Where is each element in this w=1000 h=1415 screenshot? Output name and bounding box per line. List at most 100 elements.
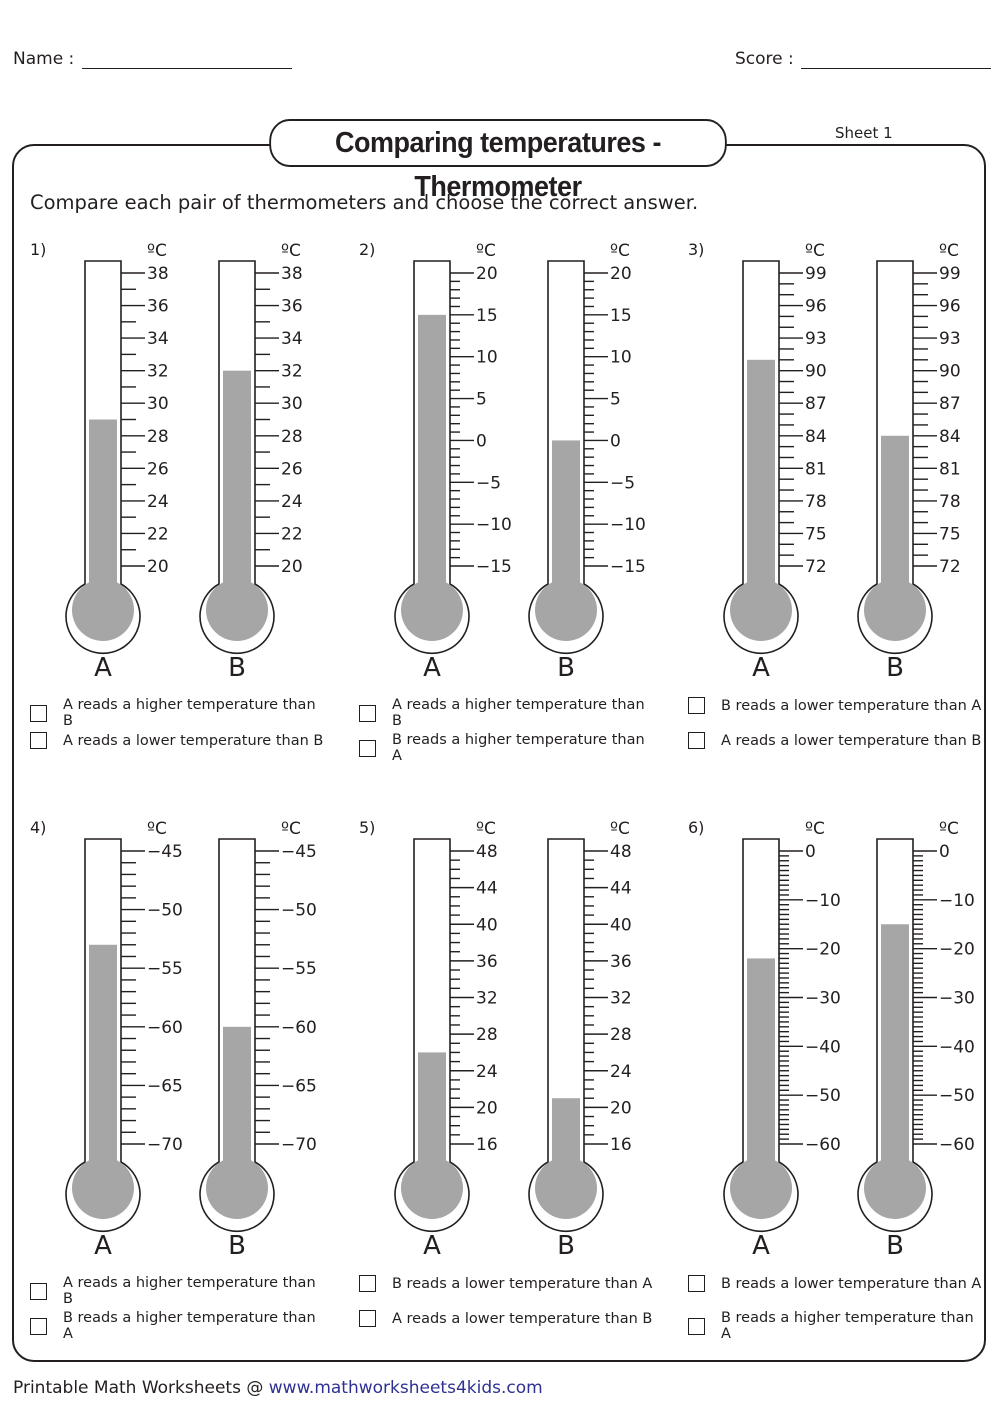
tick-label: 36 [476, 952, 498, 972]
footer-link[interactable]: www.mathworksheets4kids.com [268, 1378, 543, 1398]
problem-number: 5) [359, 818, 376, 837]
thermometer-a: ºC −70 −65 −60 −55 −50 −45 A [65, 819, 183, 1261]
name-field[interactable]: Name : [13, 46, 292, 69]
option-label: B reads a lower temperature than A [392, 1275, 653, 1292]
tick-label: 87 [939, 394, 961, 414]
mercury-column [89, 419, 117, 610]
tick-label: 81 [939, 459, 961, 479]
tick-label: 38 [281, 264, 303, 284]
tick-label: 28 [281, 427, 303, 447]
checkbox[interactable] [359, 739, 376, 757]
tick-label: 20 [147, 557, 169, 577]
tick-label: −55 [147, 959, 183, 979]
tick-label: 90 [939, 362, 961, 382]
checkbox[interactable] [688, 732, 705, 749]
tick-label: −10 [610, 515, 646, 535]
tick-label: 90 [805, 362, 827, 382]
problem-number: 3) [688, 240, 705, 259]
tick-label: 0 [805, 842, 816, 862]
tick-label: 78 [805, 492, 827, 512]
checkbox[interactable] [30, 732, 47, 749]
tick-label: 75 [939, 524, 961, 544]
checkbox[interactable] [359, 1310, 376, 1327]
thermometer-a: ºC −15 −10 −5 0 5 10 15 20 A [394, 241, 512, 683]
instructions: Compare each pair of thermometers and ch… [30, 191, 699, 214]
tick-label: 20 [610, 1098, 632, 1118]
tick-label: 44 [610, 879, 632, 899]
tick-label: 30 [281, 394, 303, 414]
tick-label: 38 [147, 264, 169, 284]
problem-number: 4) [30, 818, 47, 837]
checkbox[interactable] [30, 1282, 47, 1300]
tick-label: 48 [476, 842, 498, 862]
answer-option[interactable]: B reads a lower temperature than A [688, 1275, 981, 1292]
score-field[interactable]: Score : [735, 46, 992, 69]
score-line[interactable] [801, 46, 992, 69]
thermometer-a: ºC 20 22 24 26 28 30 32 34 36 38 A [65, 241, 169, 683]
tick-label: 5 [476, 390, 487, 410]
tick-label: 10 [610, 348, 632, 368]
tick-label: 87 [805, 394, 827, 414]
option-label: B reads a lower temperature than A [721, 697, 982, 714]
thermometer-label: A [752, 1231, 770, 1261]
checkbox[interactable] [359, 704, 376, 722]
tick-label: 22 [281, 524, 303, 544]
thermometer-pair: ºC −60 −50 −40 −30 −20 −10 0 AºC −60 −50 −40 −30 −20 −… [723, 819, 975, 1261]
answer-option[interactable]: A reads a lower temperature than B [359, 1310, 652, 1327]
answer-option[interactable]: B reads a higher temperature than A [359, 732, 659, 764]
checkbox[interactable] [688, 697, 705, 714]
mercury-column [881, 924, 909, 1188]
thermometer-label: A [752, 653, 770, 683]
unit-label: ºC [805, 819, 825, 839]
tick-label: 32 [147, 362, 169, 382]
thermometer-label: B [228, 653, 246, 683]
tick-label: 84 [939, 427, 961, 447]
tick-label: 20 [476, 1098, 498, 1118]
thermometer-label: A [423, 1231, 441, 1261]
answer-option[interactable]: A reads a higher temperature than B [359, 697, 659, 729]
checkbox[interactable] [30, 704, 47, 722]
answer-option[interactable]: A reads a higher temperature than B [30, 697, 330, 729]
tick-label: 28 [147, 427, 169, 447]
unit-label: ºC [281, 241, 301, 261]
thermometer-pair: ºC 72 75 78 81 84 87 90 93 96 99 AºC 72 75 78 81 84 87 90 9… [723, 241, 961, 683]
tick-label: −50 [147, 901, 183, 921]
answer-option[interactable]: B reads a lower temperature than A [359, 1275, 652, 1292]
tick-label: 99 [805, 264, 827, 284]
name-line[interactable] [81, 46, 292, 69]
tick-label: 40 [610, 915, 632, 935]
checkbox[interactable] [688, 1275, 705, 1292]
answer-option[interactable]: B reads a higher temperature than A [688, 1310, 988, 1342]
thermometer-b: ºC 20 22 24 26 28 30 32 34 36 38 B [199, 241, 303, 683]
problem-number: 6) [688, 818, 705, 837]
tick-label: −60 [281, 1018, 317, 1038]
tick-label: 72 [939, 557, 961, 577]
problem-number: 2) [359, 240, 376, 259]
tick-label: −45 [281, 842, 317, 862]
answer-option[interactable]: A reads a higher temperature than B [30, 1275, 330, 1307]
option-label: A reads a lower temperature than B [392, 1310, 653, 1327]
checkbox[interactable] [359, 1275, 376, 1292]
answer-option[interactable]: A reads a lower temperature than B [688, 732, 981, 749]
option-label: A reads a lower temperature than B [721, 732, 982, 749]
tick-label: 20 [476, 264, 498, 284]
tick-label: −10 [476, 515, 512, 535]
answer-option[interactable]: B reads a higher temperature than A [30, 1310, 330, 1342]
thermometer-a: ºC −60 −50 −40 −30 −20 −10 0 A [723, 819, 841, 1261]
option-label: A reads a higher temperature than B [62, 697, 316, 729]
answer-option[interactable]: A reads a lower temperature than B [30, 732, 323, 749]
checkbox[interactable] [688, 1317, 705, 1335]
tick-label: 0 [939, 842, 950, 862]
answer-option[interactable]: B reads a lower temperature than A [688, 697, 981, 714]
tick-label: 0 [610, 431, 621, 451]
checkbox[interactable] [30, 1317, 47, 1335]
sheet-label: Sheet 1 [835, 124, 893, 142]
tick-label: 93 [805, 329, 827, 349]
option-label: B reads a higher temperature than A [720, 1310, 974, 1342]
unit-label: ºC [805, 241, 825, 261]
thermometer-label: B [557, 653, 575, 683]
unit-label: ºC [939, 819, 959, 839]
tick-label: −60 [805, 1135, 841, 1155]
tick-label: 24 [147, 492, 169, 512]
unit-label: ºC [147, 819, 167, 839]
